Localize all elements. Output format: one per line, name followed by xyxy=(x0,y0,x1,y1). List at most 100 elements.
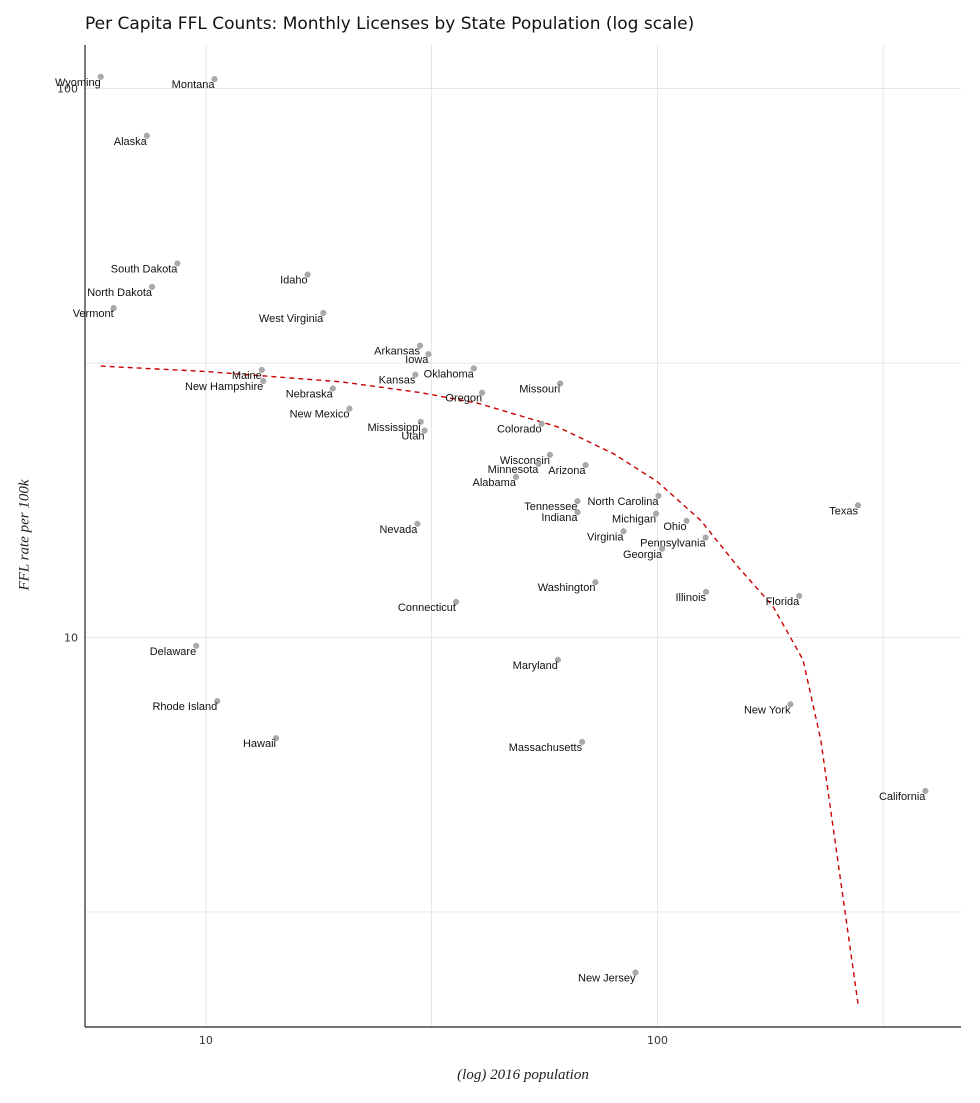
data-point xyxy=(582,462,589,469)
point-label: Missouri xyxy=(519,384,560,396)
point-label: Rhode Island xyxy=(152,701,217,713)
data-point xyxy=(193,642,200,649)
data-point xyxy=(320,309,327,316)
point-label: Pennsylvania xyxy=(640,538,706,550)
data-point xyxy=(659,545,666,552)
data-point xyxy=(258,366,265,374)
data-point xyxy=(579,738,586,745)
point-label: Arkansas xyxy=(374,346,420,358)
data-point xyxy=(557,380,564,387)
point-label: Washington xyxy=(538,582,596,594)
data-point xyxy=(97,73,104,80)
data-point xyxy=(425,351,432,358)
data-point xyxy=(787,701,794,708)
point-label: Georgia xyxy=(623,549,663,561)
data-point xyxy=(512,473,520,480)
point-label: Florida xyxy=(766,596,801,608)
data-point xyxy=(574,509,581,516)
point-label: Mississippi xyxy=(367,422,420,434)
data-point xyxy=(110,305,117,312)
x-axis-label: (log) 2016 population xyxy=(457,1067,589,1083)
point-label: North Dakota xyxy=(87,287,153,299)
point-label: Montana xyxy=(172,79,216,91)
point-label: Tennessee xyxy=(524,501,577,513)
data-point xyxy=(796,592,803,599)
point-label: New Hampshire xyxy=(185,381,263,393)
data-point xyxy=(304,271,311,278)
point-label: Maryland xyxy=(513,660,558,672)
data-point xyxy=(538,420,545,427)
data-point xyxy=(535,460,542,467)
point-label: Oregon xyxy=(445,393,482,405)
point-label: Hawaii xyxy=(243,738,276,750)
chart-title: Per Capita FFL Counts: Monthly Licenses … xyxy=(85,14,695,34)
point-label: Arizona xyxy=(548,465,586,477)
data-point xyxy=(554,656,561,663)
trend-line xyxy=(100,365,859,1004)
point-label: New York xyxy=(744,704,791,716)
x-tick-label: 10 xyxy=(199,1034,213,1047)
point-label: Nebraska xyxy=(286,389,334,401)
point-label: California xyxy=(879,791,926,803)
data-point xyxy=(922,787,929,794)
data-point xyxy=(854,502,862,509)
point-label: Iowa xyxy=(405,354,429,366)
point-label: Utah xyxy=(401,431,424,443)
data-point xyxy=(452,598,460,605)
data-point xyxy=(653,510,660,517)
data-point xyxy=(470,365,477,372)
data-point xyxy=(214,698,221,705)
data-point xyxy=(546,451,554,458)
point-label: Virginia xyxy=(587,531,624,543)
point-label: Idaho xyxy=(280,275,308,287)
data-point xyxy=(346,405,353,412)
data-point xyxy=(683,517,690,524)
data-point xyxy=(329,385,336,392)
data-point xyxy=(702,534,709,541)
data-point xyxy=(574,498,581,505)
data-point xyxy=(655,492,662,499)
data-point xyxy=(412,371,419,378)
data-point xyxy=(211,76,218,83)
point-label: South Dakota xyxy=(111,263,179,275)
point-label: Nevada xyxy=(379,524,418,536)
point-label: North Carolina xyxy=(588,496,660,508)
data-point xyxy=(421,427,428,434)
point-label: Minnesota xyxy=(488,464,540,476)
point-label: Michigan xyxy=(612,514,656,526)
point-label: Maine xyxy=(232,370,262,382)
point-label: Vermont xyxy=(73,308,114,320)
point-label: Illinois xyxy=(675,592,706,604)
point-label: Oklahoma xyxy=(424,368,475,380)
point-label: Ohio xyxy=(663,521,686,533)
data-point xyxy=(414,520,421,527)
data-point xyxy=(143,132,150,139)
x-tick-label: 100 xyxy=(647,1034,668,1047)
data-point xyxy=(702,588,710,595)
data-point xyxy=(174,260,181,267)
point-label: West Virginia xyxy=(259,313,324,325)
point-label: New Jersey xyxy=(578,973,636,985)
y-tick-label: 10 xyxy=(64,631,78,644)
point-label: Indiana xyxy=(541,512,578,524)
point-label: Alaska xyxy=(114,136,148,148)
data-point xyxy=(272,735,280,742)
point-label: Massachusetts xyxy=(509,742,583,754)
point-label: Delaware xyxy=(150,646,196,658)
y-tick-label: 100 xyxy=(57,82,78,95)
data-point xyxy=(417,418,424,425)
data-point xyxy=(592,579,599,586)
point-label: Alabama xyxy=(473,477,517,489)
data-point xyxy=(260,378,267,385)
data-point xyxy=(479,389,486,396)
data-point xyxy=(416,342,424,349)
point-label: Texas xyxy=(829,505,858,517)
point-label: Kansas xyxy=(379,375,416,387)
data-point xyxy=(620,528,627,535)
point-label: New Mexico xyxy=(290,409,350,421)
point-label: Colorado xyxy=(497,424,542,436)
data-point xyxy=(632,969,639,976)
point-label: Connecticut xyxy=(398,602,456,614)
point-label: Wyoming xyxy=(55,77,101,89)
